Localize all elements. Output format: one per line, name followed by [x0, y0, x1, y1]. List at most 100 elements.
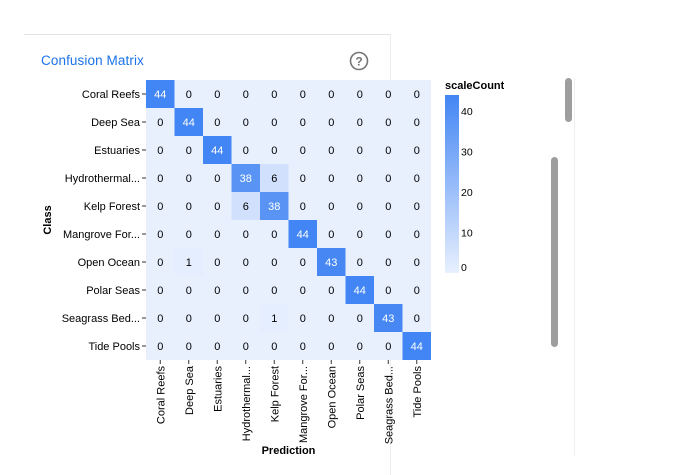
column-tick-label: Kelp Forest: [269, 366, 281, 422]
cell-value-label: 0: [300, 117, 306, 129]
row-tick-label: Tide Pools: [88, 341, 140, 353]
cell-value-label: 0: [328, 117, 334, 129]
cell-value-label: 0: [300, 145, 306, 157]
cell-value-label: 0: [414, 173, 420, 185]
heatmap-cell: [374, 164, 403, 192]
heatmap-cell: [203, 164, 232, 192]
heatmap-cell: [374, 276, 403, 304]
cell-value-label: 0: [414, 89, 420, 101]
cell-value-label: 0: [357, 313, 363, 325]
column-tick-label: Mangrove For...: [298, 366, 310, 443]
heatmap-cell: [402, 304, 431, 332]
heatmap-cell: [317, 332, 346, 360]
cell-value-label: 0: [243, 313, 249, 325]
heatmap-cell: [402, 276, 431, 304]
heatmap-cell: [146, 220, 175, 248]
heatmap-cell: [260, 332, 289, 360]
cell-value-label: 43: [325, 257, 337, 269]
cell-value-label: 0: [300, 313, 306, 325]
cell-value-label: 0: [186, 313, 192, 325]
heatmap-cell: [260, 220, 289, 248]
cell-value-label: 0: [328, 229, 334, 241]
heatmap-cell: [260, 304, 289, 332]
heatmap-cell: [288, 80, 317, 108]
cell-value-label: 0: [186, 285, 192, 297]
heatmap-cell: [288, 136, 317, 164]
cell-value-label: 0: [214, 341, 220, 353]
heatmap-cell: [402, 164, 431, 192]
column-tick-label: Open Ocean: [326, 366, 338, 428]
heatmap-cell: [345, 136, 374, 164]
cell-value-label: 0: [357, 173, 363, 185]
cell-value-label: 0: [328, 173, 334, 185]
column-tick-label: Hydrothermal...: [241, 366, 253, 441]
cell-value-label: 0: [243, 285, 249, 297]
column-tick-label: Tide Pools: [412, 366, 424, 418]
heatmap-cell: [374, 80, 403, 108]
cell-value-label: 0: [385, 173, 391, 185]
column-tick-label: Coral Reefs: [155, 366, 167, 425]
heatmap-cell: [345, 220, 374, 248]
cell-value-label: 0: [157, 285, 163, 297]
cell-value-label: 6: [271, 173, 277, 185]
x-axis-title: Prediction: [262, 445, 316, 457]
heatmap-cell: [231, 192, 260, 220]
heatmap-cell: [402, 108, 431, 136]
svg-text:?: ?: [355, 54, 362, 68]
heatmap-cell: [203, 332, 232, 360]
row-tick-label: Open Ocean: [78, 257, 140, 269]
heatmap-cell: [288, 304, 317, 332]
row-tick-label: Deep Sea: [91, 117, 141, 129]
heatmap-cell: [260, 108, 289, 136]
cell-value-label: 44: [211, 145, 223, 157]
heatmap-cell: [345, 164, 374, 192]
heatmap-cell: [402, 332, 431, 360]
cell-value-label: 0: [157, 257, 163, 269]
outer-scrollbar-thumb[interactable]: [565, 78, 572, 122]
heatmap-cell: [231, 304, 260, 332]
help-circle-icon[interactable]: ?: [349, 51, 369, 71]
cell-value-label: 0: [271, 257, 277, 269]
row-tick-label: Estuaries: [94, 145, 140, 157]
legend-tick-label: 20: [461, 187, 473, 199]
heatmap-cell: [374, 332, 403, 360]
cell-value-label: 0: [300, 257, 306, 269]
column-tick-label: Polar Seas: [355, 366, 367, 420]
heatmap-cell: [231, 248, 260, 276]
heatmap-cell: [374, 136, 403, 164]
row-tick-label: Kelp Forest: [84, 201, 140, 213]
cell-value-label: 0: [214, 285, 220, 297]
cell-value-label: 6: [243, 201, 249, 213]
cell-value-label: 0: [243, 229, 249, 241]
heatmap-cell: [231, 220, 260, 248]
heatmap-cell: [402, 136, 431, 164]
heatmap-cell: [317, 276, 346, 304]
column-tick-label: Seagrass Bed...: [383, 366, 395, 444]
heatmap-cell: [203, 192, 232, 220]
heatmap-cell: [174, 192, 203, 220]
inner-scrollbar-thumb[interactable]: [551, 157, 558, 347]
heatmap-cell: [288, 220, 317, 248]
heatmap-cell: [345, 304, 374, 332]
heatmap-cell: [203, 136, 232, 164]
heatmap-cell: [174, 304, 203, 332]
heatmap-cell: [174, 220, 203, 248]
heatmap-cell: [203, 248, 232, 276]
heatmap-cell: [231, 164, 260, 192]
cell-value-label: 0: [214, 117, 220, 129]
cell-value-label: 0: [328, 145, 334, 157]
row-tick-label: Mangrove For...: [63, 229, 140, 241]
cell-value-label: 0: [243, 89, 249, 101]
heatmap-cell: [174, 332, 203, 360]
cell-value-label: 0: [328, 201, 334, 213]
cell-value-label: 0: [271, 89, 277, 101]
cell-value-label: 0: [385, 285, 391, 297]
heatmap-cell: [288, 276, 317, 304]
heatmap-cell: [317, 220, 346, 248]
cell-value-label: 0: [328, 89, 334, 101]
cell-value-label: 0: [385, 89, 391, 101]
cell-value-label: 0: [300, 341, 306, 353]
heatmap-cell: [317, 192, 346, 220]
cell-value-label: 44: [154, 89, 166, 101]
heatmap-cell: [231, 108, 260, 136]
